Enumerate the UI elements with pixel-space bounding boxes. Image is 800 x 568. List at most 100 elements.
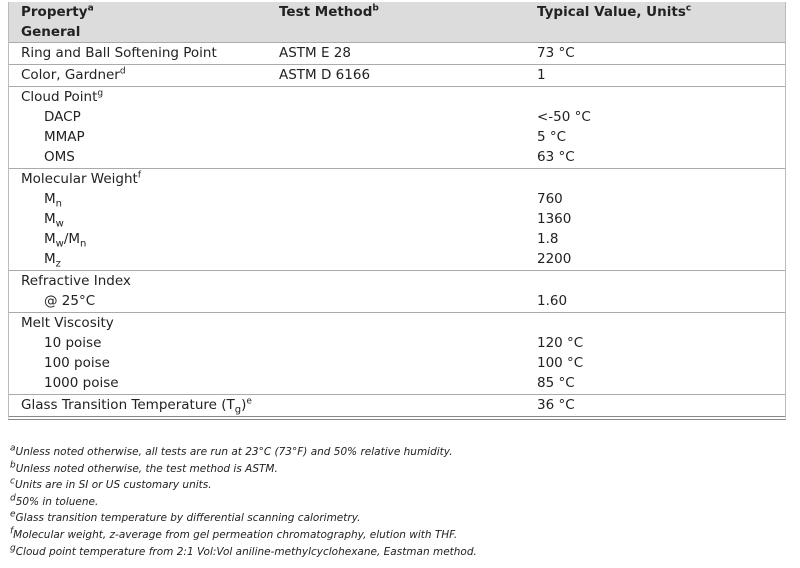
text: 100 poise xyxy=(44,355,110,371)
footnote-text: Cloud point temperature from 2:1 Vol:Vol… xyxy=(15,545,477,558)
superscript: b xyxy=(372,3,379,14)
footnote-mark: g xyxy=(10,543,16,554)
footnote-text: Glass transition temperature by differen… xyxy=(15,512,361,525)
footnote-mark: c xyxy=(10,476,15,487)
sub-property: Mz xyxy=(9,249,279,269)
value: 120 °C xyxy=(537,335,584,351)
text: M xyxy=(44,251,56,267)
value: 1 xyxy=(537,67,546,83)
text: /M xyxy=(63,231,81,247)
method xyxy=(279,353,537,373)
sub-property: 1000 poise xyxy=(9,373,279,393)
sub-property: Mn xyxy=(9,189,279,209)
value: 73 °C xyxy=(537,45,575,61)
sub-row: MMAP 5 °C xyxy=(9,127,785,147)
footnotes: aUnless noted otherwise, all tests are r… xyxy=(10,444,477,563)
method xyxy=(279,107,537,127)
footnote-text: Molecular weight, z-average from gel per… xyxy=(13,528,458,541)
property: Molecular Weightf xyxy=(9,169,279,189)
value xyxy=(537,169,785,189)
text: M xyxy=(44,211,56,227)
subscript: w xyxy=(55,218,64,230)
sub-property: Mw/Mn xyxy=(9,229,279,249)
row: Glass Transition Temperature (Tg)e 36 °C xyxy=(9,395,785,415)
text: Glass Transition Temperature (T xyxy=(21,397,235,413)
header-cell: Typical Value, Unitsc xyxy=(537,2,785,22)
footnote-text: Units are in SI or US customary units. xyxy=(14,479,212,492)
footnote-mark: b xyxy=(10,460,16,471)
method xyxy=(279,333,537,353)
group: Ring and Ball Softening Point ASTM E 28 73… xyxy=(9,42,785,64)
footnote-text: Unless noted otherwise, all tests are ru… xyxy=(15,446,453,458)
value: 1.8 xyxy=(537,231,559,247)
row: Refractive Index xyxy=(9,271,785,291)
method xyxy=(279,169,537,189)
sub-row: OMS 63 °C xyxy=(9,147,785,167)
footnote: aUnless noted otherwise, all tests are r… xyxy=(10,444,477,463)
sub-property: MMAP xyxy=(9,127,279,147)
footnote-text: 50% in toluene. xyxy=(15,495,99,508)
value: 1.60 xyxy=(537,293,568,309)
row: Ring and Ball Softening Point ASTM E 28 73… xyxy=(9,43,785,63)
subscript: w xyxy=(55,238,64,250)
method xyxy=(279,249,537,269)
text: Melt Viscosity xyxy=(21,315,114,331)
footnote-mark: d xyxy=(10,493,16,504)
sub-row: 100 poise 100 °C xyxy=(9,353,785,373)
method xyxy=(279,147,537,167)
value xyxy=(537,271,785,291)
footnote: cUnits are in SI or US customary units. xyxy=(10,476,477,496)
footnote: fMolecular weight, z-average from gel pe… xyxy=(10,527,477,546)
method xyxy=(279,271,537,291)
method xyxy=(279,87,537,107)
method xyxy=(279,373,537,393)
property: Cloud Pointg xyxy=(9,87,279,107)
sub-row: Mz 2200 xyxy=(9,249,785,269)
superscript: e xyxy=(246,396,252,407)
group: Glass Transition Temperature (Tg)e 36 °C xyxy=(9,394,785,416)
text: 10 poise xyxy=(44,335,102,351)
subscript: z xyxy=(55,258,61,270)
footnote: d50% in toluene. xyxy=(10,493,477,513)
sub-row: Mn 760 xyxy=(9,189,785,209)
text: Ring and Ball Softening Point xyxy=(21,45,217,61)
value xyxy=(537,87,785,107)
text: DACP xyxy=(44,109,81,125)
row: Cloud Pointg xyxy=(9,87,785,107)
sub-property: Mw xyxy=(9,209,279,229)
group: Color, Gardnerd ASTM D 6166 1 xyxy=(9,64,785,86)
text: Color, Gardner xyxy=(21,67,120,83)
value: 36 °C xyxy=(537,397,575,413)
footnote: eGlass transition temperature by differe… xyxy=(10,509,477,529)
superscript: c xyxy=(685,3,692,14)
value: 1360 xyxy=(537,211,572,227)
sub-property: 10 poise xyxy=(9,333,279,353)
method xyxy=(279,313,537,333)
footnote: gCloud point temperature from 2:1 Vol:Vo… xyxy=(10,543,477,563)
footnote-mark: e xyxy=(10,509,16,520)
superscript: d xyxy=(119,66,126,77)
superscript: a xyxy=(87,3,94,14)
text: Refractive Index xyxy=(21,273,131,289)
row: Color, Gardnerd ASTM D 6166 1 xyxy=(9,65,785,85)
sub-property: OMS xyxy=(9,147,279,167)
footnote: bUnless noted otherwise, the test method… xyxy=(10,460,477,480)
header-cell: Propertya xyxy=(9,2,279,22)
value xyxy=(537,313,785,333)
method xyxy=(279,291,537,311)
subscript: g xyxy=(234,404,242,416)
subscript: n xyxy=(55,198,62,210)
group: Melt Viscosity 10 poise 120 °C 100 poise 100… xyxy=(9,312,785,394)
sub-row: Mw/Mn 1.8 xyxy=(9,229,785,249)
value: 2200 xyxy=(537,251,572,267)
sub-property: DACP xyxy=(9,107,279,127)
superscript: f xyxy=(137,170,142,181)
property-table: Propertya Test Methodb Typical Value, Unit… xyxy=(8,2,786,420)
section-title: General xyxy=(21,24,81,40)
text: Molecular Weight xyxy=(21,171,138,187)
value: 63 °C xyxy=(537,149,575,165)
value: <-50 °C xyxy=(537,109,591,125)
sub-row: 1000 poise 85 °C xyxy=(9,373,785,393)
group: Refractive Index @ 25°C 1.60 xyxy=(9,270,785,312)
